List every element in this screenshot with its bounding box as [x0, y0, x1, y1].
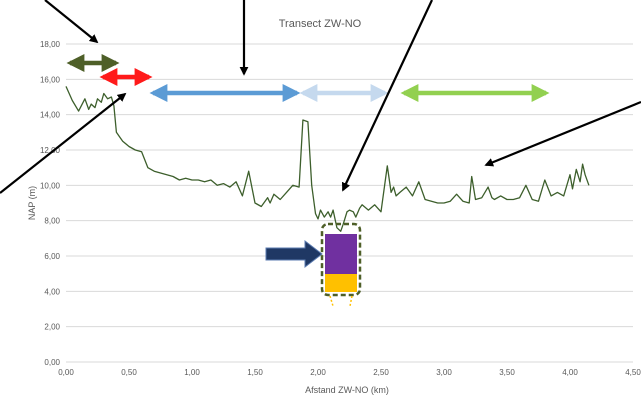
gold-drip-left: [329, 295, 334, 307]
y-tick-label: 10,00: [40, 181, 61, 190]
navy-pointer-arrow: [265, 239, 323, 269]
x-tick-label: 1,50: [247, 368, 263, 377]
x-tick-labels: 0,00 0,50 1,00 1,50 2,00 2,50 3,00 3,50 4,00 4,50: [58, 368, 641, 377]
pointer-arrow-1: [44, 0, 99, 44]
pointer-arrow-4: [342, 0, 433, 192]
x-tick-label: 0,50: [121, 368, 137, 377]
x-tick-label: 2,00: [310, 368, 326, 377]
y-tick-label: 4,00: [44, 287, 60, 296]
x-tick-label: 2,50: [373, 368, 389, 377]
annotation-overlay: [0, 0, 641, 307]
x-axis-label: Afstand ZW-NO (km): [305, 385, 389, 395]
x-tick-label: 3,50: [499, 368, 515, 377]
pointer-arrow-3: [0, 92, 127, 194]
pointer-arrow-5: [484, 100, 641, 167]
x-tick-label: 1,00: [184, 368, 200, 377]
purple-segment: [325, 234, 357, 274]
gold-segment: [325, 274, 357, 292]
y-tick-label: 16,00: [40, 75, 61, 84]
chart-title: Transect ZW-NO: [279, 18, 362, 30]
series-line: [65, 86, 590, 232]
y-tick-label: 6,00: [44, 252, 60, 261]
y-tick-label: 12,00: [40, 146, 61, 155]
y-axis-label: NAP (m): [27, 186, 37, 220]
y-tick-label: 0,00: [44, 358, 60, 367]
gold-drip-right: [349, 295, 353, 307]
y-tick-label: 2,00: [44, 323, 60, 332]
y-tick-label: 14,00: [40, 111, 61, 120]
x-tick-label: 3,00: [436, 368, 452, 377]
y-tick-label: 8,00: [44, 217, 60, 226]
series-group: [65, 86, 590, 232]
x-tick-label: 4,00: [562, 368, 578, 377]
y-tick-label: 18,00: [40, 40, 61, 49]
y-tick-labels: 0,00 2,00 4,00 6,00 8,00 10,00 12,00 14,00 16,00…: [40, 40, 61, 367]
core-box-outline: [320, 222, 362, 297]
x-tick-label: 0,00: [58, 368, 74, 377]
x-tick-label: 4,50: [625, 368, 641, 377]
